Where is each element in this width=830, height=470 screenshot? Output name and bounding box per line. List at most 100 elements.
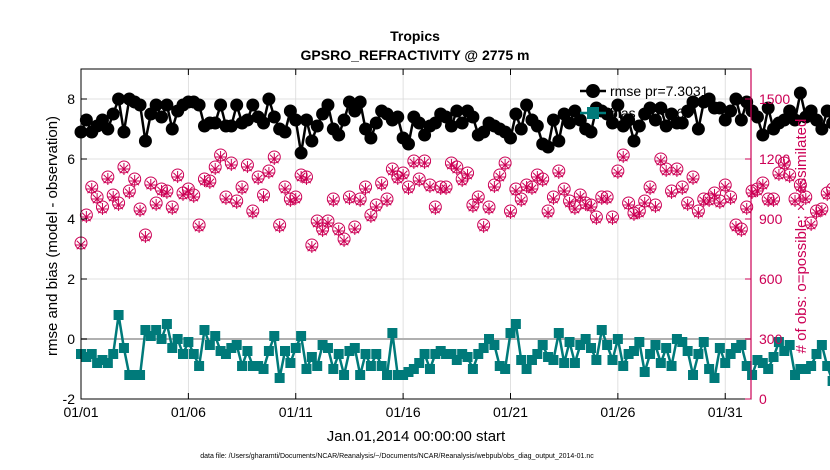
bias-point bbox=[263, 346, 274, 356]
bias-point bbox=[151, 325, 162, 335]
bias-point bbox=[102, 358, 113, 368]
bias-point bbox=[725, 349, 736, 359]
bias-point bbox=[108, 349, 119, 359]
obs-assimilated-point bbox=[794, 181, 807, 193]
bias-point bbox=[639, 367, 650, 377]
bias-point bbox=[671, 334, 682, 344]
rmse-point bbox=[826, 117, 830, 129]
bias-point bbox=[231, 340, 242, 350]
obs-assimilated-point bbox=[187, 191, 200, 203]
bias-point bbox=[414, 358, 425, 368]
obs-assimilated-point bbox=[375, 179, 388, 191]
obs-assimilated-point bbox=[778, 159, 791, 171]
obs-assimilated-point bbox=[670, 165, 683, 177]
obs-assimilated-point bbox=[107, 191, 120, 203]
bias-point bbox=[580, 334, 591, 344]
y-right-tick-label: 0 bbox=[759, 391, 767, 407]
obs-assimilated-point bbox=[509, 185, 522, 197]
bias-point bbox=[242, 346, 253, 356]
obs-assimilated-point bbox=[91, 193, 104, 205]
obs-assimilated-point bbox=[617, 151, 630, 163]
bias-point bbox=[129, 370, 140, 380]
obs-assimilated-point bbox=[606, 213, 619, 225]
obs-assimilated-point bbox=[418, 157, 431, 169]
bias-point bbox=[757, 358, 768, 368]
x-tick-label: 01/06 bbox=[171, 404, 206, 420]
x-axis-label: Jan.01,2014 00:00:00 start bbox=[327, 428, 506, 445]
bias-point bbox=[505, 328, 516, 338]
bias-point bbox=[274, 373, 285, 383]
obs-assimilated-point bbox=[719, 181, 732, 193]
bias-point bbox=[628, 346, 639, 356]
rmse-point bbox=[713, 101, 727, 115]
bias-point bbox=[161, 319, 172, 329]
obs-assimilated-point bbox=[257, 191, 270, 203]
bias-point bbox=[698, 337, 709, 347]
bias-point bbox=[741, 361, 752, 371]
obs-assimilated-point bbox=[386, 165, 399, 177]
obs-assimilated-point bbox=[123, 187, 136, 199]
obs-assimilated-point bbox=[713, 197, 726, 209]
bias-point bbox=[339, 370, 350, 380]
chart-subtitle: GPSRO_REFRACTIVITY @ 2775 m bbox=[301, 47, 530, 63]
rmse-point bbox=[401, 137, 415, 151]
obs-assimilated-point bbox=[268, 153, 281, 165]
y-left-tick-label: 0 bbox=[67, 331, 75, 347]
bias-point bbox=[81, 352, 92, 362]
rmse-point bbox=[675, 116, 689, 130]
bias-point bbox=[333, 349, 344, 359]
x-tick-label: 01/11 bbox=[279, 404, 313, 420]
y-right-axis-label: # of obs: o=possible; ×=assimilated bbox=[793, 119, 810, 354]
rmse-point bbox=[444, 119, 458, 133]
y-right-tick-label: 600 bbox=[759, 271, 783, 287]
obs-assimilated-point bbox=[558, 185, 571, 197]
rmse-point bbox=[691, 122, 705, 136]
bias-point bbox=[564, 337, 575, 347]
rmse-point bbox=[466, 110, 480, 124]
bias-point bbox=[360, 349, 371, 359]
y-right-tick-label: 1200 bbox=[759, 151, 790, 167]
rmse-point bbox=[149, 98, 163, 112]
rmse-point bbox=[412, 116, 426, 130]
obs-assimilated-point bbox=[644, 183, 657, 195]
obs-assimilated-point bbox=[214, 151, 227, 163]
rmse-point bbox=[509, 107, 523, 121]
bias-point bbox=[752, 355, 763, 365]
obs-assimilated-point bbox=[805, 219, 818, 231]
bias-point bbox=[478, 343, 489, 353]
obs-assimilated-point bbox=[724, 193, 737, 205]
obs-assimilated-point bbox=[547, 193, 560, 205]
bias-point bbox=[682, 346, 693, 356]
bias-point bbox=[521, 364, 532, 374]
rmse-point bbox=[112, 92, 126, 106]
obs-assimilated-point bbox=[552, 167, 565, 179]
bias-point bbox=[145, 331, 156, 341]
obs-assimilated-point bbox=[515, 195, 528, 207]
obs-assimilated-point bbox=[440, 183, 453, 195]
obs-assimilated-point bbox=[397, 169, 410, 181]
obs-assimilated-point bbox=[171, 171, 184, 183]
obs-assimilated-point bbox=[144, 179, 157, 191]
bias-point bbox=[290, 343, 301, 353]
rmse-point bbox=[79, 113, 93, 127]
bias-point bbox=[296, 331, 307, 341]
bias-point bbox=[655, 358, 666, 368]
rmse-point bbox=[332, 128, 346, 142]
bias-point bbox=[156, 334, 167, 344]
obs-assimilated-point bbox=[203, 177, 216, 189]
bias-point bbox=[392, 370, 403, 380]
obs-assimilated-point bbox=[488, 181, 501, 193]
obs-assimilated-point bbox=[585, 201, 598, 213]
obs-layer bbox=[74, 148, 830, 253]
bias-point bbox=[747, 370, 758, 380]
obs-assimilated-point bbox=[155, 185, 168, 197]
obs-assimilated-point bbox=[622, 199, 635, 211]
rmse-point bbox=[155, 110, 169, 124]
bias-point bbox=[510, 319, 521, 329]
obs-assimilated-point bbox=[531, 171, 544, 183]
obs-assimilated-point bbox=[230, 197, 243, 209]
rmse-point bbox=[815, 122, 829, 136]
rmse-point bbox=[584, 125, 598, 139]
bias-point bbox=[575, 340, 586, 350]
